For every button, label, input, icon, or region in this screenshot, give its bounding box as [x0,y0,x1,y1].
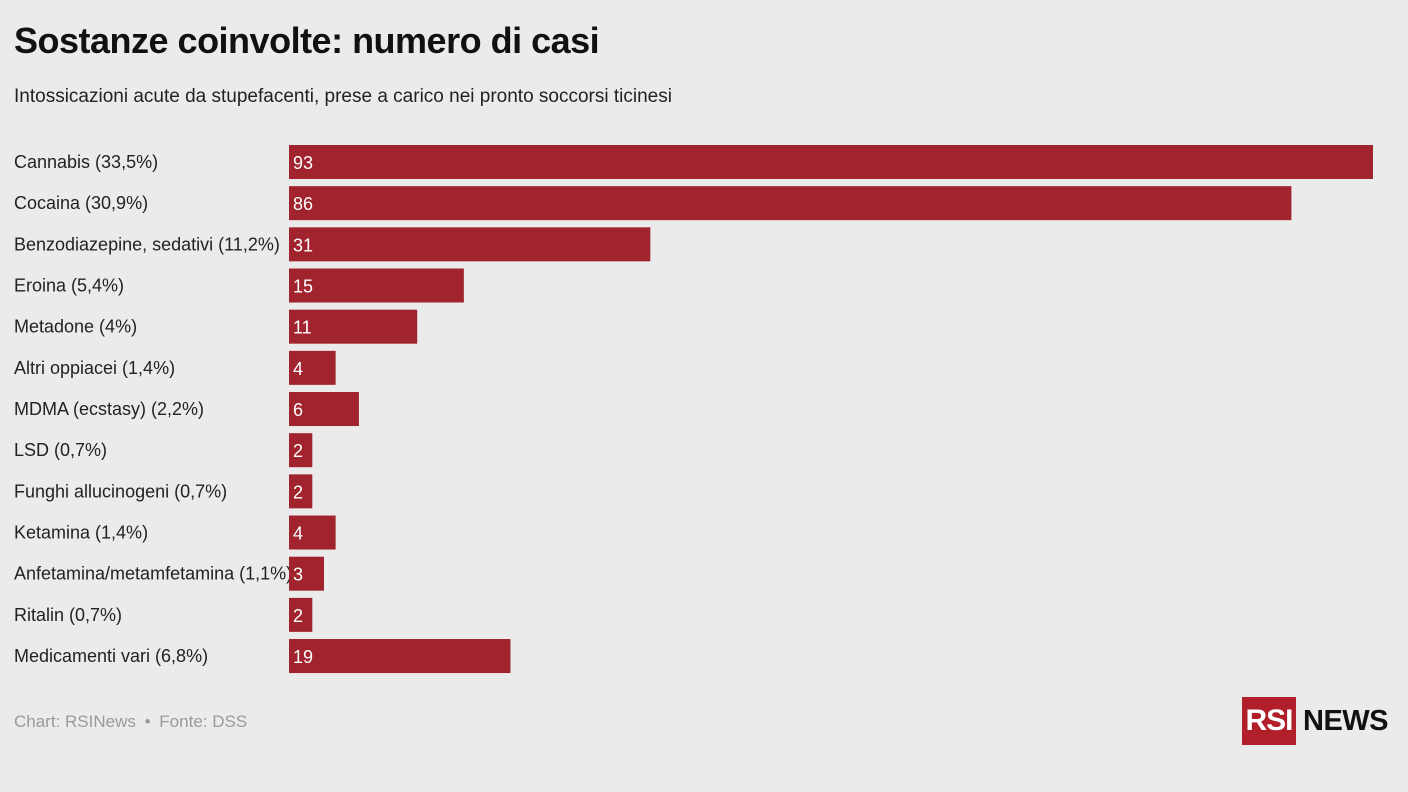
category-label: Metadone (4%) [14,317,137,337]
bar-value-label: 6 [293,400,303,420]
chart-title: Sostanze coinvolte: numero di casi [14,20,600,61]
bar [289,309,418,344]
bar-value-label: 2 [293,606,303,626]
bar [289,350,336,385]
data-source: Fonte: DSS [159,712,248,731]
bar [289,474,313,509]
bar-value-label: 11 [293,318,312,338]
bar-value-label: 86 [293,194,313,214]
bar [289,556,324,591]
category-label: Benzodiazepine, sedativi (11,2%) [14,234,280,254]
bar [289,392,359,427]
bar-value-label: 93 [293,153,313,173]
bar [289,186,1292,221]
bar [289,268,464,303]
chart-credit: Chart: RSINews [14,712,136,731]
news-logo-text: NEWS [1303,704,1389,737]
credit-separator: • [144,712,151,731]
bar-value-label: 4 [293,524,303,544]
bar-chart: Cannabis (33,5%) 93 Cocaina (30,9%) 86 Benzo… [14,145,1373,674]
bar-value-label: 15 [293,277,313,297]
bar-value-label: 4 [293,359,303,379]
bar [289,145,1373,179]
category-label: Funghi allucinogeni (0,7%) [14,481,227,501]
category-label: Altri oppiacei (1,4%) [14,358,175,378]
category-label: Eroina (5,4%) [14,276,124,296]
category-label: Medicamenti vari (6,8%) [14,646,208,666]
source-note: Chart: RSINews • Fonte: DSS [14,712,247,732]
bar-value-label: 3 [293,565,303,585]
bar-value-label: 2 [293,482,303,502]
category-label: Anfetamina/metamfetamina (1,1%) [14,564,292,584]
chart-subtitle: Intossicazioni acute da stupefacenti, pr… [14,86,672,107]
category-label: Cocaina (30,9%) [14,193,148,213]
bar [289,597,313,632]
bar-value-label: 2 [293,441,303,461]
bar-value-label: 31 [293,235,313,255]
category-label: Ritalin (0,7%) [14,605,122,625]
bar [289,433,313,468]
rsi-news-logo: RSI NEWS [1242,697,1389,745]
rsi-logo-box: RSI [1242,697,1296,745]
bar [289,639,511,674]
category-label: Cannabis (33,5%) [14,152,158,172]
category-label: Ketamina (1,4%) [14,523,148,543]
bar [289,515,336,550]
bar [289,227,651,262]
category-label: LSD (0,7%) [14,440,107,460]
bar-value-label: 19 [293,647,313,667]
category-label: MDMA (ecstasy) (2,2%) [14,399,204,419]
